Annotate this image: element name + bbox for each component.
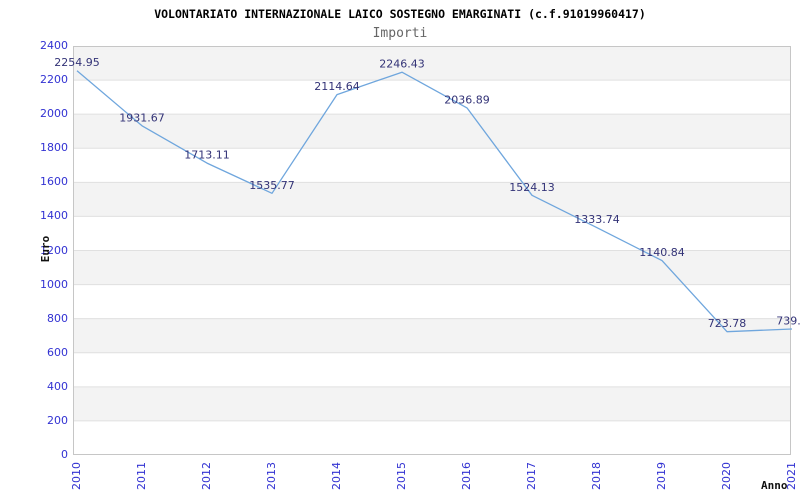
y-tick-label: 1000 xyxy=(40,277,68,291)
plot-band xyxy=(73,352,791,387)
plot-band xyxy=(73,386,791,421)
chart-title: VOLONTARIATO INTERNAZIONALE LAICO SOSTEG… xyxy=(154,7,646,21)
y-tick-label: 1400 xyxy=(40,209,68,223)
data-point-label: 1524.13 xyxy=(509,181,555,194)
x-tick-label: 2019 xyxy=(655,462,668,490)
y-tick-label: 1600 xyxy=(40,175,68,189)
y-tick-label: 600 xyxy=(47,345,68,359)
plot-band xyxy=(73,80,791,115)
y-tick-label: 1800 xyxy=(40,141,68,155)
y-tick-label: 400 xyxy=(47,379,68,393)
y-tick-label: 2000 xyxy=(40,107,68,121)
plot-border xyxy=(73,46,791,455)
data-point-label: 1140.84 xyxy=(639,246,685,259)
data-point-label: 1713.11 xyxy=(184,149,230,162)
y-tick-label: 800 xyxy=(47,311,68,325)
x-tick-label: 2017 xyxy=(525,462,538,490)
data-point-label: 2246.43 xyxy=(379,58,425,71)
x-tick-label: 2015 xyxy=(395,462,408,490)
x-tick-label: 2014 xyxy=(330,462,343,490)
x-tick-label: 2020 xyxy=(720,462,733,490)
y-tick-label: 2200 xyxy=(40,73,68,87)
y-tick-label: 0 xyxy=(61,448,68,461)
data-line xyxy=(76,70,793,333)
y-axis-title: Euro xyxy=(39,235,52,263)
line-chart-plot-area: 2254.95 1931.67 1713.11 1535.77 2114.64 2246.… xyxy=(54,46,800,455)
plot-band xyxy=(73,318,791,353)
data-point-label: 2254.95 xyxy=(54,56,100,69)
data-point-label: 1535.77 xyxy=(249,179,295,192)
x-tick-label: 2018 xyxy=(590,462,603,490)
plot-band xyxy=(73,216,791,251)
data-point-label: 739.2 xyxy=(776,315,800,328)
plot-band xyxy=(73,114,791,149)
x-tick-label: 2013 xyxy=(265,462,278,490)
x-tick-label: 2012 xyxy=(200,462,213,490)
y-axis-tick-labels: 0 200 400 600 800 1000 1200 1400 1600 1800 2000 220… xyxy=(0,0,68,500)
data-point-label: 723.78 xyxy=(708,317,747,330)
y-tick-label: 2400 xyxy=(40,39,68,52)
data-point-label: 1333.74 xyxy=(574,213,620,226)
plot-band xyxy=(73,182,791,217)
data-point-label: 1931.67 xyxy=(119,111,165,124)
data-point-label: 2036.89 xyxy=(444,93,490,106)
x-axis-title: Anno xyxy=(761,479,788,492)
x-tick-label: 2010 xyxy=(70,462,83,490)
plot-band xyxy=(73,46,791,81)
plot-band xyxy=(73,148,791,183)
x-tick-label: 2011 xyxy=(135,462,148,490)
plot-band xyxy=(73,284,791,319)
plot-band xyxy=(73,250,791,285)
y-tick-label: 1200 xyxy=(40,243,68,257)
plot-band xyxy=(73,420,791,455)
chart-subtitle: Importi xyxy=(372,26,428,41)
data-point-label: 2114.64 xyxy=(314,80,360,93)
y-tick-label: 200 xyxy=(47,413,68,427)
x-tick-label: 2016 xyxy=(460,462,473,490)
